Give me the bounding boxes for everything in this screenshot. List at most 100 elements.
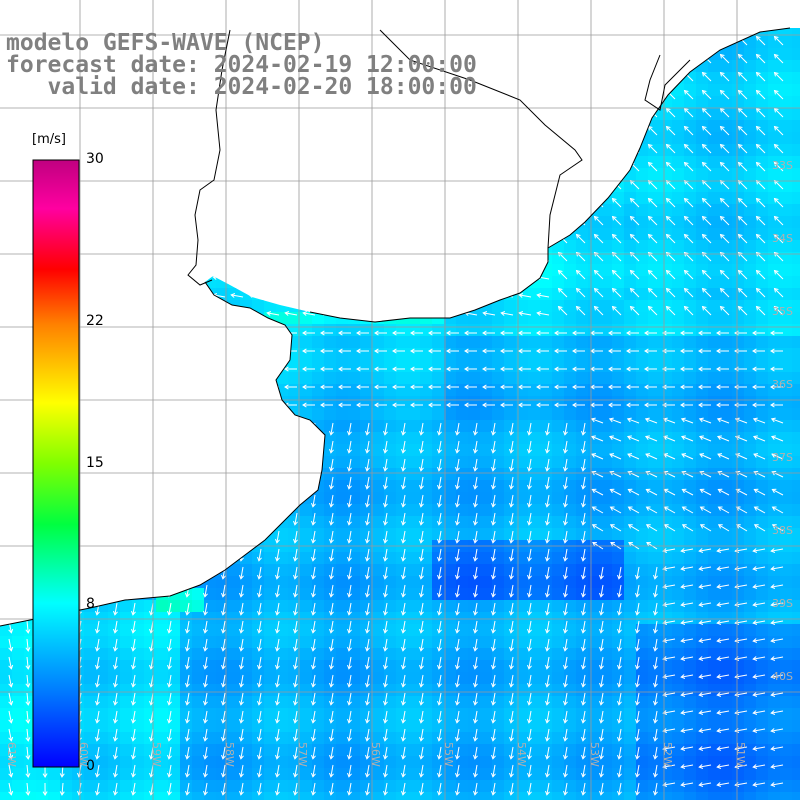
wind-cell xyxy=(624,372,637,385)
wind-cell xyxy=(480,708,493,721)
wind-cell xyxy=(552,516,565,529)
wind-cell xyxy=(756,708,769,721)
wind-cell xyxy=(192,708,205,721)
wind-cell xyxy=(84,636,97,649)
wind-cell xyxy=(684,624,697,637)
wind-cell xyxy=(708,564,721,577)
wind-cell xyxy=(396,672,409,685)
wind-cell xyxy=(684,468,697,481)
wind-cell xyxy=(444,468,457,481)
wind-cell xyxy=(744,84,757,97)
wind-cell xyxy=(696,312,709,325)
wind-cell xyxy=(756,456,769,469)
wind-cell xyxy=(588,612,601,625)
wind-cell xyxy=(372,672,385,685)
wind-cell xyxy=(732,384,745,397)
wind-cell xyxy=(84,684,97,697)
wind-cell xyxy=(600,360,613,373)
wind-cell xyxy=(576,300,589,313)
wind-cell xyxy=(468,360,481,373)
wind-cell xyxy=(84,780,97,793)
wind-cell xyxy=(300,672,313,685)
wind-cell xyxy=(564,312,577,325)
wind-cell xyxy=(720,420,733,433)
wind-cell xyxy=(540,288,553,301)
wind-cell xyxy=(384,324,397,337)
wind-cell xyxy=(432,420,445,433)
wind-cell xyxy=(684,516,697,529)
wind-cell xyxy=(780,312,793,325)
wind-cell xyxy=(780,504,793,517)
wind-cell xyxy=(720,624,733,637)
wind-cell xyxy=(684,708,697,721)
wind-cell xyxy=(792,456,800,469)
wind-cell xyxy=(264,720,277,733)
wind-cell xyxy=(744,660,757,673)
wind-cell xyxy=(444,648,457,661)
wind-cell xyxy=(156,780,169,793)
wind-cell xyxy=(552,720,565,733)
wind-cell xyxy=(84,624,97,637)
wind-cell xyxy=(336,408,349,421)
wind-cell xyxy=(648,156,661,169)
wind-cell xyxy=(300,576,313,589)
wind-cell xyxy=(348,480,361,493)
wind-cell xyxy=(384,444,397,457)
wind-cell xyxy=(720,336,733,349)
wind-cell xyxy=(396,780,409,793)
wind-cell xyxy=(696,432,709,445)
wind-cell xyxy=(624,408,637,421)
wind-cell xyxy=(720,60,733,73)
wind-cell xyxy=(564,372,577,385)
wind-cell xyxy=(792,192,800,205)
wind-cell xyxy=(708,624,721,637)
wind-cell xyxy=(408,468,421,481)
wind-cell xyxy=(780,336,793,349)
wind-cell xyxy=(648,600,661,613)
wind-cell xyxy=(432,372,445,385)
wind-cell xyxy=(396,420,409,433)
wind-cell xyxy=(684,132,697,145)
wind-cell xyxy=(540,528,553,541)
wind-cell xyxy=(780,372,793,385)
wind-cell xyxy=(768,60,781,73)
wind-cell xyxy=(576,600,589,613)
wind-cell xyxy=(768,492,781,505)
wind-cell xyxy=(588,696,601,709)
wind-cell xyxy=(684,276,697,289)
wind-cell xyxy=(756,96,769,109)
wind-cell xyxy=(444,576,457,589)
wind-cell xyxy=(456,408,469,421)
wind-cell xyxy=(696,528,709,541)
wind-cell xyxy=(612,456,625,469)
wind-cell xyxy=(444,492,457,505)
wind-cell xyxy=(576,372,589,385)
wind-cell xyxy=(672,672,685,685)
wind-cell xyxy=(36,708,49,721)
wind-cell xyxy=(672,276,685,289)
wind-cell xyxy=(648,564,661,577)
wind-cell xyxy=(120,768,133,781)
wind-cell xyxy=(444,636,457,649)
wind-cell xyxy=(612,432,625,445)
wind-cell xyxy=(684,384,697,397)
wind-cell xyxy=(696,144,709,157)
wind-cell xyxy=(696,480,709,493)
wind-cell xyxy=(792,36,800,49)
wind-cell xyxy=(684,120,697,133)
wind-cell xyxy=(636,420,649,433)
wind-cell xyxy=(696,108,709,121)
wind-cell xyxy=(756,444,769,457)
wind-cell xyxy=(576,336,589,349)
wind-cell xyxy=(252,780,265,793)
wind-cell xyxy=(792,396,800,409)
wind-cell xyxy=(648,204,661,217)
wind-cell xyxy=(540,408,553,421)
wind-cell xyxy=(600,324,613,337)
wind-cell xyxy=(24,780,37,793)
wind-cell xyxy=(756,792,769,800)
wind-cell xyxy=(480,636,493,649)
wind-cell xyxy=(756,372,769,385)
wind-cell xyxy=(588,648,601,661)
